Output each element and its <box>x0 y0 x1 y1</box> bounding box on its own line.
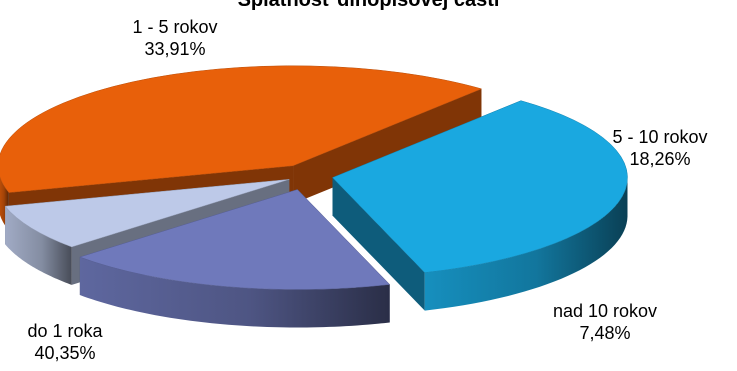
slice-rim <box>79 257 390 328</box>
chart-title: Splatnosť dlhopisovej časti <box>237 0 500 11</box>
slice-label-1-5-rokov: 1 - 5 rokov 33,91% <box>115 16 235 60</box>
slice-rim <box>424 178 628 311</box>
slice-label-nad-10-rokov: nad 10 rokov 7,48% <box>530 300 680 344</box>
slice-label-name: 5 - 10 rokov <box>612 127 708 147</box>
slice-label-value: 18,26% <box>629 149 691 169</box>
slice-label-do-1-roka: do 1 roka 40,35% <box>5 320 125 364</box>
slice-side-wall <box>332 177 425 311</box>
slice-label-value: 33,91% <box>144 39 206 59</box>
slice-label-name: do 1 roka <box>27 321 103 341</box>
slice-rim <box>5 206 72 285</box>
pie-slice <box>0 65 483 193</box>
slice-label-name: 1 - 5 rokov <box>132 17 218 37</box>
pie-slice <box>79 189 391 290</box>
slice-label-name: nad 10 rokov <box>552 301 658 321</box>
slice-label-value: 7,48% <box>579 323 631 343</box>
pie-slice <box>332 100 628 273</box>
slice-label-value: 40,35% <box>34 343 96 363</box>
pie-slice <box>4 179 290 248</box>
slice-label-5-10-rokov: 5 - 10 rokov 18,26% <box>595 126 725 170</box>
